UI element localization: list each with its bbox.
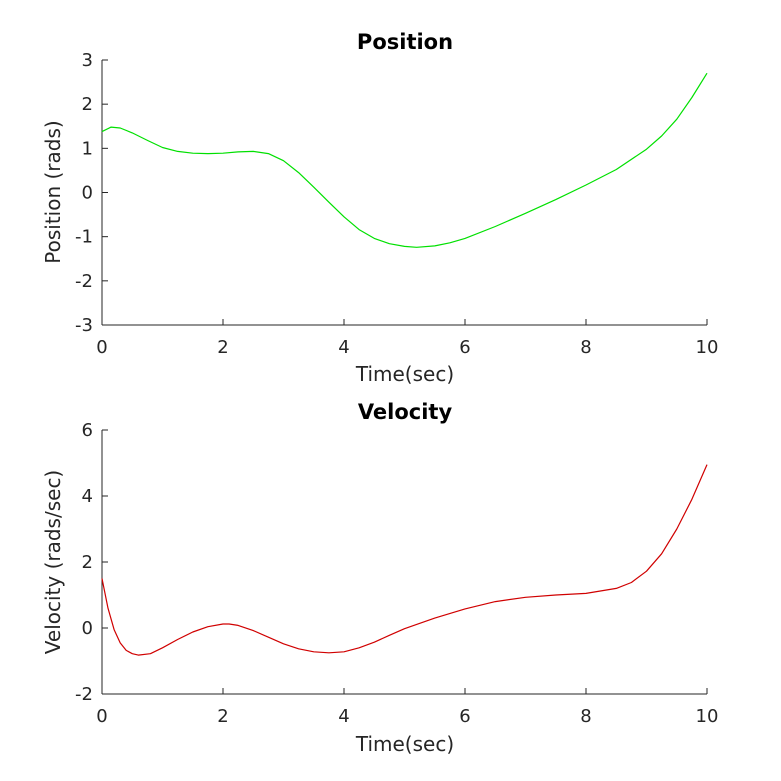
velocity-y-tick-label: 6: [82, 420, 93, 441]
velocity-y-tick-label: 0: [82, 618, 93, 639]
position-y-tick-label: 2: [82, 94, 93, 115]
position-x-tick-label: 4: [338, 337, 349, 358]
velocity-ylabel: Velocity (rads/sec): [41, 470, 65, 654]
velocity-x-tick-label: 0: [96, 706, 107, 727]
velocity-x-tick-label: 6: [459, 706, 470, 727]
position-ylabel: Position (rads): [41, 120, 65, 263]
velocity-x-tick-label: 2: [217, 706, 228, 727]
position-x-tick-label: 2: [217, 337, 228, 358]
position-x-tick-label: 8: [580, 337, 591, 358]
velocity-y-tick-label: -2: [75, 684, 93, 705]
velocity-title: Velocity: [358, 400, 453, 424]
position-y-tick-label: -1: [75, 227, 93, 248]
position-title: Position: [357, 30, 453, 54]
position-y-tick-label: -3: [75, 315, 93, 336]
position-y-tick-label: 1: [82, 138, 93, 159]
position-x-tick-label: 6: [459, 337, 470, 358]
position-y-tick-label: -2: [75, 271, 93, 292]
position-y-tick-label: 3: [82, 50, 93, 71]
velocity-y-tick-label: 4: [82, 486, 93, 507]
velocity-xlabel: Time(sec): [355, 732, 454, 756]
velocity-y-tick-label: 2: [82, 552, 93, 573]
velocity-x-tick-label: 4: [338, 706, 349, 727]
position-xlabel: Time(sec): [355, 362, 454, 386]
position-x-tick-label: 10: [696, 337, 719, 358]
position-series-line: [101, 72, 708, 248]
velocity-series-line: [101, 464, 708, 656]
velocity-x-tick-label: 10: [696, 706, 719, 727]
position-plot: Position 0 2 4 6 8 10 -3 -2 -1 0 1 2 3 Time(sec) Pos…: [41, 30, 718, 386]
position-y-tick-label: 0: [82, 183, 93, 204]
position-x-tick-label: 0: [96, 337, 107, 358]
position-axes: 0 2 4 6 8 10 -3 -2 -1 0 1 2 3: [75, 50, 718, 358]
velocity-x-tick-label: 8: [580, 706, 591, 727]
